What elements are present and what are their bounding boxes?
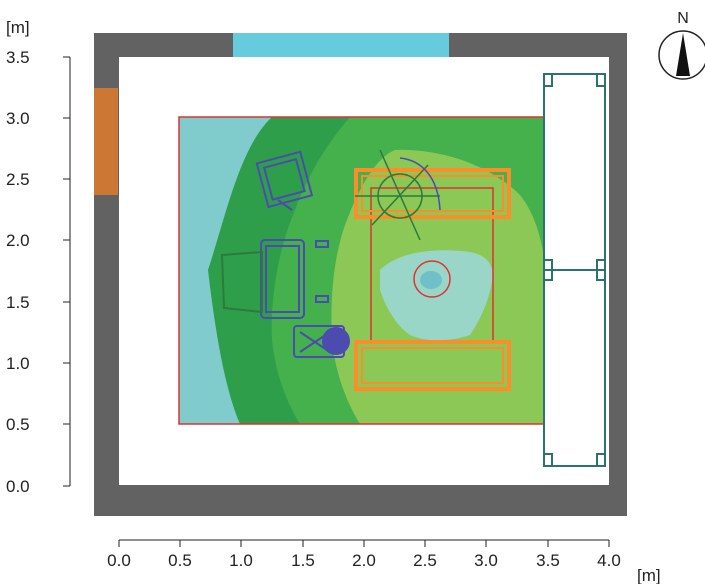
x-axis (118, 539, 610, 547)
y-tick-label: 3.0 (6, 109, 30, 128)
x-tick-label: 3.5 (536, 551, 560, 570)
armchair-left (260, 239, 329, 319)
bench-top-inner (361, 175, 504, 212)
y-tick-label: 1.5 (6, 293, 30, 312)
x-tick-label: 0.0 (107, 551, 131, 570)
compass-needle-icon (676, 33, 690, 76)
zone-center-cyan (380, 250, 493, 341)
plant (355, 149, 441, 241)
x-tick-label: 2.5 (413, 551, 437, 570)
x-tick-label: 3.0 (474, 551, 498, 570)
x-tick-label: 0.5 (168, 551, 192, 570)
x-tick-label: 4.0 (597, 551, 621, 570)
wardrobe (543, 73, 606, 467)
bench-bottom-inner (361, 347, 504, 384)
y-tick-label: 2.0 (6, 231, 30, 250)
zone-center-spot (420, 271, 442, 289)
chair-shadow (220, 250, 263, 314)
bench-bottom (354, 340, 511, 391)
x-tick-label: 2.0 (352, 551, 376, 570)
y-axis-unit: [m] (6, 18, 30, 37)
y-tick-label: 0.5 (6, 415, 30, 434)
x-tick-labels: 0.0 0.5 1.0 1.5 2.0 2.5 3.0 3.5 4.0 (107, 551, 621, 570)
y-tick-label: 3.5 (6, 48, 30, 67)
y-tick-label: 1.0 (6, 354, 30, 373)
x-tick-label: 1.0 (229, 551, 253, 570)
y-tick-label: 0.0 (6, 477, 30, 496)
bench-top (354, 168, 511, 219)
y-tick-label: 2.5 (6, 170, 30, 189)
armchair-bottom (293, 325, 350, 358)
y-tick-labels: 3.5 3.0 2.5 2.0 1.5 1.0 0.5 0.0 (6, 48, 30, 496)
x-axis-unit: [m] (637, 566, 661, 584)
compass: N (658, 10, 705, 80)
door (94, 88, 118, 195)
armchair-top (255, 150, 314, 211)
north-label: N (677, 10, 689, 27)
x-tick-label: 1.5 (291, 551, 315, 570)
dining-table (354, 168, 511, 391)
y-axis (63, 56, 71, 487)
window (233, 33, 449, 57)
luminaire-ring (413, 260, 451, 298)
